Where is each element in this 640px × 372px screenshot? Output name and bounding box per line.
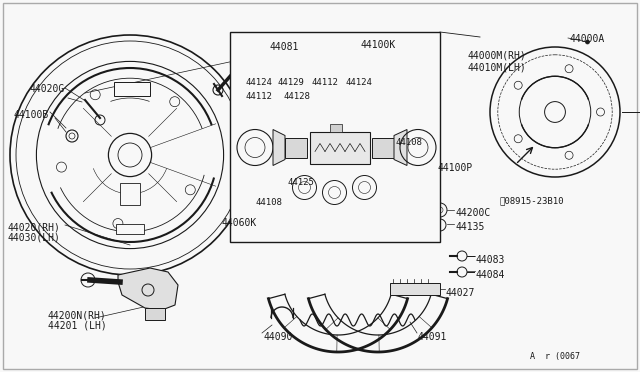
Text: 44112: 44112 <box>311 78 338 87</box>
Text: 44100P: 44100P <box>438 163 473 173</box>
Text: 44081: 44081 <box>270 42 300 52</box>
Text: 44124: 44124 <box>346 78 373 87</box>
Text: 44000M(RH): 44000M(RH) <box>468 50 527 60</box>
Bar <box>145 308 165 320</box>
Circle shape <box>586 40 589 44</box>
Text: 44083: 44083 <box>476 255 506 265</box>
Bar <box>116 224 144 234</box>
Text: 44020G: 44020G <box>30 84 65 94</box>
Text: 44010M(LH): 44010M(LH) <box>468 62 527 72</box>
Bar <box>390 283 440 295</box>
Bar <box>372 138 394 157</box>
Text: 44129: 44129 <box>278 78 305 87</box>
Polygon shape <box>394 129 407 166</box>
Text: 44135: 44135 <box>456 222 485 232</box>
Text: 44100K: 44100K <box>360 40 396 50</box>
Bar <box>285 138 307 157</box>
Bar <box>120 183 140 205</box>
Text: 44125: 44125 <box>288 178 315 187</box>
Text: 44124: 44124 <box>245 78 272 87</box>
Text: 44091: 44091 <box>418 332 447 342</box>
Text: 44200N(RH): 44200N(RH) <box>48 310 107 320</box>
Text: 44100B: 44100B <box>14 110 49 120</box>
Text: 44027: 44027 <box>446 288 476 298</box>
Text: 44090: 44090 <box>264 332 293 342</box>
Bar <box>115 82 150 96</box>
Text: 44201 (LH): 44201 (LH) <box>48 321 107 331</box>
Text: 44030(LH): 44030(LH) <box>8 233 61 243</box>
Text: Ⓥ08915-23B10: Ⓥ08915-23B10 <box>500 196 564 205</box>
Text: 44060K: 44060K <box>222 218 257 228</box>
Polygon shape <box>118 268 178 310</box>
Bar <box>230 32 440 242</box>
Text: 44020(RH): 44020(RH) <box>8 222 61 232</box>
Text: 44108: 44108 <box>395 138 422 147</box>
Bar <box>310 131 370 164</box>
Bar <box>330 124 342 131</box>
Text: 44108: 44108 <box>255 198 282 207</box>
Text: 44200C: 44200C <box>456 208 492 218</box>
Text: A  r (0067: A r (0067 <box>530 352 580 361</box>
Text: 44084: 44084 <box>476 270 506 280</box>
Polygon shape <box>273 129 285 166</box>
Text: 44128: 44128 <box>284 92 311 101</box>
Text: 44112: 44112 <box>245 92 272 101</box>
Text: 44000A: 44000A <box>570 34 605 44</box>
